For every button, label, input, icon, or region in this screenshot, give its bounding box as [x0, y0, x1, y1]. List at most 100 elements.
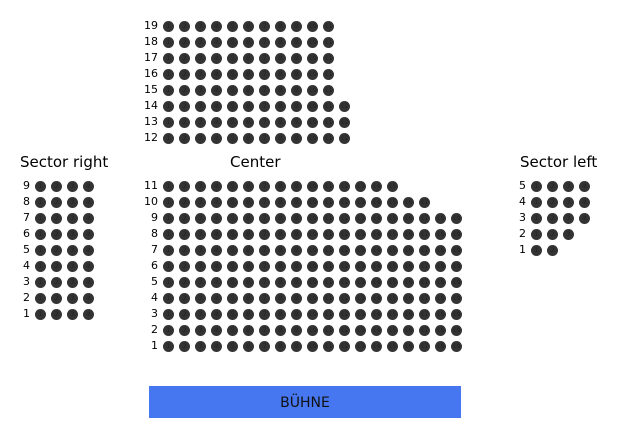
- seat[interactable]: 10: [307, 53, 318, 64]
- seat[interactable]: 4: [211, 53, 222, 64]
- seat[interactable]: 6: [243, 277, 254, 288]
- seat[interactable]: 4: [83, 197, 94, 208]
- seat[interactable]: 3: [195, 197, 206, 208]
- seat[interactable]: 2: [51, 229, 62, 240]
- seat[interactable]: 4: [211, 37, 222, 48]
- seat[interactable]: 6: [243, 245, 254, 256]
- seat[interactable]: 6: [243, 293, 254, 304]
- seat[interactable]: 4: [579, 181, 590, 192]
- seat[interactable]: 12: [339, 261, 350, 272]
- seat[interactable]: 4: [211, 197, 222, 208]
- seat[interactable]: 4: [211, 101, 222, 112]
- seat[interactable]: 16: [403, 309, 414, 320]
- seat[interactable]: 2: [179, 85, 190, 96]
- seat[interactable]: 13: [355, 293, 366, 304]
- seat[interactable]: 3: [195, 69, 206, 80]
- seat[interactable]: 7: [259, 341, 270, 352]
- seat[interactable]: 11: [323, 53, 334, 64]
- seat[interactable]: 1: [163, 133, 174, 144]
- seat[interactable]: 8: [275, 341, 286, 352]
- seat[interactable]: 9: [291, 85, 302, 96]
- seat[interactable]: 10: [307, 37, 318, 48]
- seat[interactable]: 5: [227, 293, 238, 304]
- seat[interactable]: 15: [387, 261, 398, 272]
- seat[interactable]: 8: [275, 229, 286, 240]
- seat[interactable]: 14: [371, 293, 382, 304]
- seat[interactable]: 4: [83, 181, 94, 192]
- seat[interactable]: 4: [83, 309, 94, 320]
- seat[interactable]: 6: [243, 53, 254, 64]
- seat[interactable]: 4: [211, 261, 222, 272]
- seat[interactable]: 10: [307, 341, 318, 352]
- seat[interactable]: 3: [195, 117, 206, 128]
- seat[interactable]: 2: [179, 21, 190, 32]
- seat[interactable]: 11: [323, 21, 334, 32]
- seat[interactable]: 5: [227, 133, 238, 144]
- seat[interactable]: 8: [275, 309, 286, 320]
- seat[interactable]: 4: [83, 277, 94, 288]
- seat[interactable]: 6: [243, 133, 254, 144]
- seat[interactable]: 4: [211, 181, 222, 192]
- seat[interactable]: 9: [291, 261, 302, 272]
- seat[interactable]: 6: [243, 197, 254, 208]
- seat[interactable]: 5: [227, 85, 238, 96]
- seat[interactable]: 1: [35, 245, 46, 256]
- seat[interactable]: 2: [179, 277, 190, 288]
- seat[interactable]: 9: [291, 21, 302, 32]
- seat[interactable]: 1: [35, 213, 46, 224]
- seat[interactable]: 2: [51, 309, 62, 320]
- seat[interactable]: 9: [291, 117, 302, 128]
- seat[interactable]: 2: [179, 213, 190, 224]
- seat[interactable]: 4: [579, 197, 590, 208]
- seat[interactable]: 9: [291, 69, 302, 80]
- seat[interactable]: 18: [435, 245, 446, 256]
- seat[interactable]: 4: [211, 117, 222, 128]
- seat[interactable]: 9: [291, 341, 302, 352]
- seat[interactable]: 4: [83, 229, 94, 240]
- seat[interactable]: 10: [307, 309, 318, 320]
- seat[interactable]: 4: [211, 325, 222, 336]
- seat[interactable]: 9: [291, 277, 302, 288]
- seat[interactable]: 15: [387, 277, 398, 288]
- seat[interactable]: 4: [211, 213, 222, 224]
- seat[interactable]: 10: [307, 229, 318, 240]
- seat[interactable]: 3: [67, 213, 78, 224]
- seat[interactable]: 3: [67, 181, 78, 192]
- seat[interactable]: 17: [419, 309, 430, 320]
- seat[interactable]: 3: [195, 101, 206, 112]
- seat[interactable]: 4: [211, 85, 222, 96]
- seat[interactable]: 8: [275, 69, 286, 80]
- seat[interactable]: 2: [51, 197, 62, 208]
- seat[interactable]: 1: [163, 197, 174, 208]
- seat[interactable]: 2: [179, 325, 190, 336]
- seat[interactable]: 12: [339, 133, 350, 144]
- seat[interactable]: 3: [195, 85, 206, 96]
- seat[interactable]: 4: [211, 229, 222, 240]
- seat[interactable]: 4: [83, 261, 94, 272]
- seat[interactable]: 1: [35, 277, 46, 288]
- seat[interactable]: 14: [371, 181, 382, 192]
- seat[interactable]: 14: [371, 197, 382, 208]
- seat[interactable]: 2: [51, 213, 62, 224]
- seat[interactable]: 18: [435, 277, 446, 288]
- seat[interactable]: 13: [355, 261, 366, 272]
- seat[interactable]: 2: [51, 277, 62, 288]
- seat[interactable]: 7: [259, 21, 270, 32]
- seat[interactable]: 2: [51, 293, 62, 304]
- seat[interactable]: 5: [227, 229, 238, 240]
- seat[interactable]: 13: [355, 277, 366, 288]
- seat[interactable]: 12: [339, 309, 350, 320]
- seat[interactable]: 12: [339, 101, 350, 112]
- seat[interactable]: 9: [291, 197, 302, 208]
- seat[interactable]: 11: [323, 181, 334, 192]
- seat[interactable]: 1: [531, 245, 542, 256]
- seat[interactable]: 12: [339, 181, 350, 192]
- seat[interactable]: 14: [371, 213, 382, 224]
- seat[interactable]: 4: [211, 309, 222, 320]
- seat[interactable]: 1: [163, 117, 174, 128]
- seat[interactable]: 13: [355, 213, 366, 224]
- seat[interactable]: 15: [387, 229, 398, 240]
- seat[interactable]: 12: [339, 293, 350, 304]
- seat[interactable]: 11: [323, 197, 334, 208]
- seat[interactable]: 8: [275, 101, 286, 112]
